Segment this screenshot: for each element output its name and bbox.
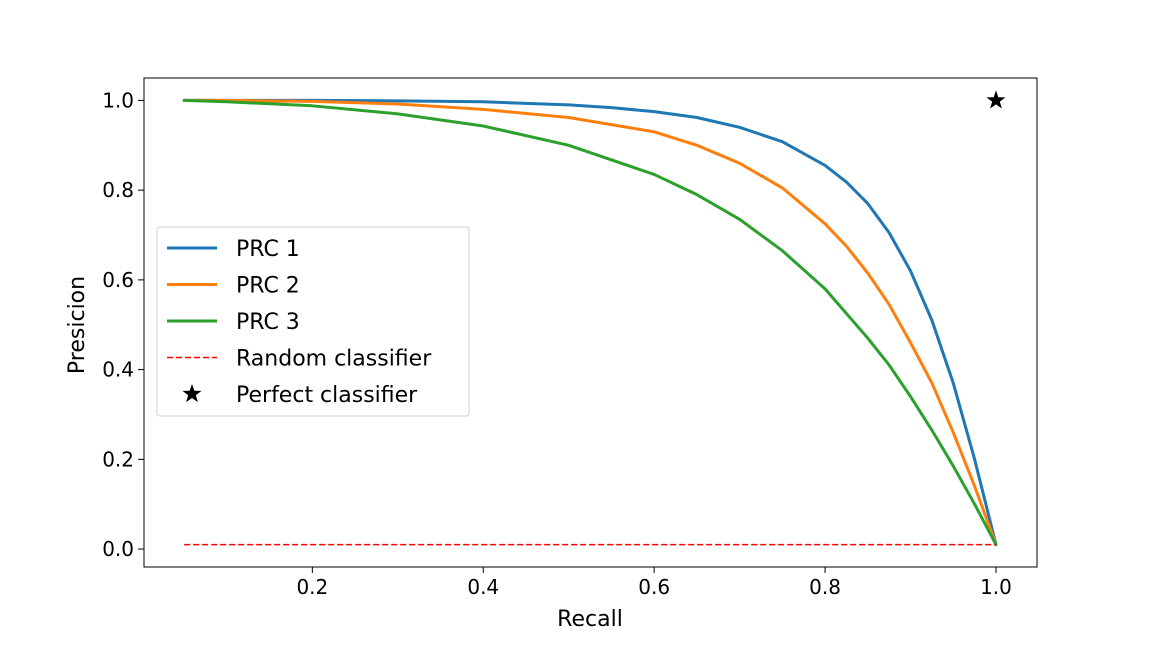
plot-frame — [143, 77, 1038, 568]
y-axis-label: Presicion — [65, 276, 90, 374]
axis-ticks: 0.2 0.4 0.6 0.8 1.0 0.0 0.2 0.4 0.6 0.8 1.0 — [102, 88, 1012, 599]
legend-label-2: PRC 2 — [236, 274, 300, 299]
x-tick-label: 0.2 — [296, 575, 328, 599]
legend-label-3: PRC 3 — [236, 310, 300, 335]
plot-marks — [182, 90, 1006, 547]
series-line-1 — [182, 98, 998, 547]
series-line-3 — [182, 98, 998, 547]
legend-label-4: Random classifier — [236, 347, 432, 372]
y-tick-label: 0.4 — [102, 358, 134, 382]
series-line-2 — [182, 98, 998, 547]
y-tick-label: 1.0 — [102, 88, 134, 112]
x-tick-label: 0.6 — [638, 575, 670, 599]
x-tick-label: 0.8 — [809, 575, 841, 599]
x-tick-label: 1.0 — [980, 575, 1012, 599]
legend-label-1: PRC 1 — [236, 237, 300, 262]
y-tick-label: 0.0 — [102, 537, 134, 561]
perfect-classifier-star-1 — [986, 90, 1006, 109]
x-axis-label: Recall — [557, 607, 623, 632]
legend-star-icon — [182, 384, 202, 403]
y-tick-label: 0.6 — [102, 268, 134, 292]
y-tick-label: 0.8 — [102, 178, 134, 202]
legend: PRC 1 PRC 2 PRC 3 Random classifier Perfect … — [156, 226, 470, 417]
legend-label-5: Perfect classifier — [236, 383, 418, 408]
x-tick-label: 0.4 — [467, 575, 499, 599]
legend-frame — [156, 226, 470, 417]
y-tick-label: 0.2 — [102, 447, 134, 471]
